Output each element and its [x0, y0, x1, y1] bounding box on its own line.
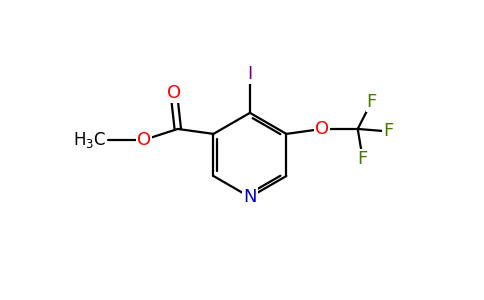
Text: I: I [247, 65, 253, 83]
Text: H$_3$C: H$_3$C [73, 130, 106, 150]
Text: F: F [358, 150, 368, 168]
Text: O: O [167, 84, 181, 102]
Text: F: F [383, 122, 393, 140]
Text: O: O [315, 120, 329, 138]
Text: N: N [243, 188, 257, 206]
Text: O: O [137, 131, 151, 149]
Text: F: F [366, 93, 377, 111]
